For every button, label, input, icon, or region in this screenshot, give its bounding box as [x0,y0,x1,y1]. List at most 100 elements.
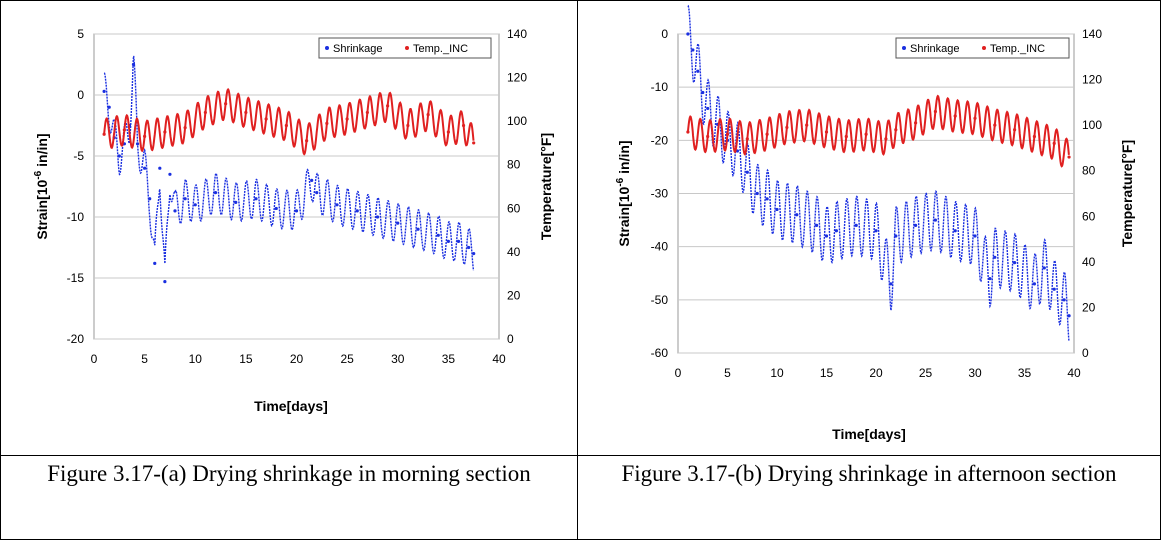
chart-cell-b: 0 -10 -20 -30 -40 -50 -60 140 120 100 80 60 40 20 0 0 5 1… [577,0,1161,456]
x-tick-label: 10 [189,352,203,366]
shrinkage-line [103,55,475,271]
shrinkage-point [274,206,278,211]
y2-tick-label: 100 [1082,118,1102,132]
shrinkage-point [456,239,461,243]
shrinkage-point [213,191,218,195]
shrinkage-point [102,89,106,93]
shrinkage-point [824,234,829,238]
y2-tick-label: 140 [1082,27,1102,41]
y-tick-label: -30 [651,187,669,201]
x-tick-label: 25 [340,352,354,366]
temperature-line [103,87,475,156]
shrinkage-point [755,191,759,196]
shrinkage-point [163,280,167,284]
shrinkage-point [294,209,299,213]
shrinkage-point [765,197,769,201]
shrinkage-point [854,223,858,227]
x-tick-label: 10 [770,366,784,380]
x-tick-label: 30 [391,352,405,366]
shrinkage-point [1042,266,1046,270]
shrinkage-point [416,227,420,231]
x-tick-label: 35 [1018,366,1032,380]
x-tick-label: 0 [675,366,682,380]
shrinkage-point [335,203,339,207]
x-tick-label: 15 [239,352,253,366]
x-tick-label: 20 [290,352,304,366]
y-tick-label: -40 [651,240,669,254]
shrinkage-point [874,229,878,233]
y2-axis-label: Temperature[°F] [1119,140,1135,247]
x-tick-label: 5 [141,352,148,366]
caption-a: Figure 3.17-(a) Drying shrinkage in morn… [0,455,578,540]
shrinkage-point [1062,298,1066,302]
caption-a-text: Figure 3.17-(a) Drying shrinkage in morn… [47,461,531,486]
shrinkage-point [1052,287,1056,291]
chart-a: 5 0 -5 -10 -15 -20 140 120 100 80 60 40 20 0 0 5 10 15 20 2… [33,27,554,414]
y2-tick-label: 100 [507,114,527,128]
legend-marker [982,46,986,50]
x-axis-label: Time[days] [254,398,328,414]
y2-axis-label: Temperature[°F] [538,133,554,240]
y-tick-label: -10 [651,80,669,94]
y2-tick-label: 0 [507,332,514,346]
x-tick-label: 5 [724,366,731,380]
y2-tick-label: 20 [507,288,521,302]
y-axis-label: Strain[10-6 in/in] [33,133,50,239]
x-tick-label: 30 [968,366,982,380]
y-tick-label: -15 [67,271,85,285]
shrinkage-point [1067,314,1071,318]
y2-tick-label: 40 [507,245,521,259]
shrinkage-point [254,197,258,201]
y2-tick-label: 140 [507,27,527,41]
shrinkage-point [315,191,319,195]
shrinkage-point [153,261,157,265]
shrinkage-point [834,229,838,233]
y-tick-label: -20 [67,332,85,346]
shrinkage-point [173,209,177,213]
x-tick-label: 0 [91,352,98,366]
y2-tick-label: 80 [1082,164,1096,178]
shrinkage-point [355,209,359,213]
legend-marker [405,46,409,50]
y-tick-label: 0 [661,27,668,41]
y-tick-label: 5 [77,27,84,41]
shrinkage-point [691,48,695,52]
shrinkage-point [1013,261,1017,265]
legend-label: Shrinkage [333,43,383,55]
x-tick-label: 35 [442,352,456,366]
y2-tick-label: 120 [507,71,527,85]
shrinkage-point [375,215,380,219]
caption-b: Figure 3.17-(b) Drying shrinkage in afte… [577,455,1161,540]
shrinkage-point [183,197,187,201]
legend-label: Shrinkage [910,43,960,55]
y2-tick-label: 20 [1082,300,1096,314]
temperature-series [102,87,476,156]
shrinkage-point [396,221,400,225]
shrinkage-point [696,69,700,73]
y2-tick-label: 40 [1082,255,1096,269]
x-tick-label: 15 [820,366,834,380]
y-tick-label: -60 [651,346,669,360]
shrinkage-point [686,32,690,36]
y2-tick-label: 60 [1082,209,1096,223]
legend-marker [325,46,329,50]
shrinkage-point [745,170,749,174]
shrinkage-point [310,178,314,182]
caption-b-text: Figure 3.17-(b) Drying shrinkage in afte… [621,461,1117,486]
temperature-point [472,141,476,145]
legend-marker [902,46,906,50]
x-axis-label: Time[days] [832,426,906,442]
x-tick-label: 20 [869,366,883,380]
chart-b: 0 -10 -20 -30 -40 -50 -60 140 120 100 80 60 40 20 0 0 5 1… [615,4,1135,442]
temperature-line [686,94,1070,168]
shrinkage-point [143,166,147,170]
plot-area [93,33,500,340]
shrinkage-point [914,223,918,227]
shrinkage-point [993,255,997,259]
shrinkage-point [973,234,977,238]
y-tick-label: -10 [67,210,85,224]
y-tick-label: -20 [651,133,669,147]
y-tick-label: -50 [651,293,669,307]
shrinkage-point [193,203,197,207]
